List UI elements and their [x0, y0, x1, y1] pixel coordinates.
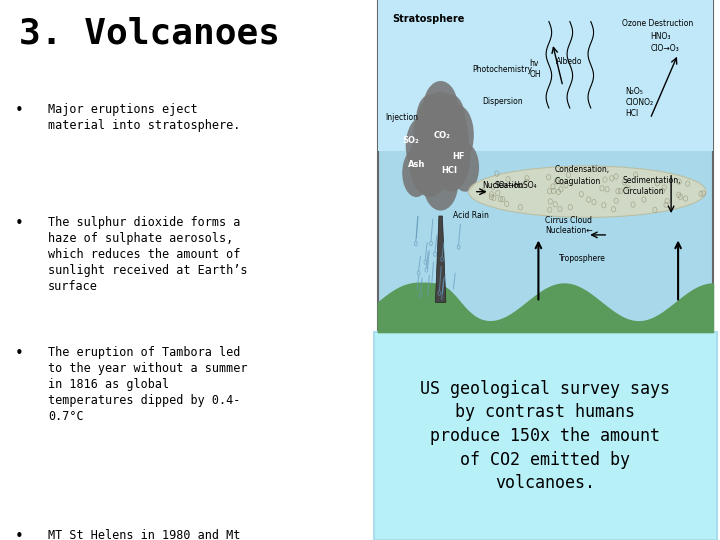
Ellipse shape [442, 105, 474, 165]
Ellipse shape [413, 92, 469, 189]
Text: HNO₃: HNO₃ [650, 32, 670, 42]
Text: The sulphur dioxide forms a
haze of sulphate aerosols,
which reduces the amount : The sulphur dioxide forms a haze of sulp… [48, 216, 248, 293]
Ellipse shape [406, 116, 441, 176]
Text: Condensation,: Condensation, [554, 165, 609, 174]
Text: SO₂→H₂SO₄: SO₂→H₂SO₄ [495, 181, 537, 190]
Text: •: • [15, 103, 24, 118]
Text: Photochemistry: Photochemistry [472, 65, 532, 74]
Text: •: • [15, 216, 24, 231]
Text: Stratosphere: Stratosphere [392, 14, 464, 24]
Text: CO₂: CO₂ [434, 131, 451, 139]
Text: •: • [15, 529, 24, 540]
FancyBboxPatch shape [374, 332, 716, 540]
Ellipse shape [402, 148, 430, 197]
Ellipse shape [409, 127, 451, 197]
Text: Troposphere: Troposphere [559, 254, 606, 263]
Text: Albedo: Albedo [556, 57, 582, 66]
Text: Cirrus Cloud: Cirrus Cloud [546, 216, 593, 225]
Polygon shape [436, 216, 446, 302]
Text: 3. Volcanoes: 3. Volcanoes [19, 16, 279, 50]
Text: Dispersion: Dispersion [482, 97, 523, 106]
Text: HCl: HCl [626, 109, 639, 118]
Text: US geological survey says
by contrast humans
produce 150x the amount
of CO2 emit: US geological survey says by contrast hu… [420, 380, 670, 492]
Text: Circulation: Circulation [622, 187, 664, 197]
Text: HF: HF [452, 152, 464, 161]
Text: Sedimentation,: Sedimentation, [622, 176, 680, 185]
Text: The eruption of Tambora led
to the year without a summer
in 1816 as global
tempe: The eruption of Tambora led to the year … [48, 346, 248, 423]
Text: Nucleation: Nucleation [482, 181, 523, 190]
Ellipse shape [451, 143, 479, 192]
FancyBboxPatch shape [378, 0, 713, 332]
Ellipse shape [416, 94, 444, 143]
Text: Ash: Ash [408, 160, 425, 169]
Text: Coagulation: Coagulation [554, 177, 600, 186]
Text: Ozone Destruction: Ozone Destruction [622, 19, 693, 28]
Text: Nucleation←: Nucleation← [546, 226, 593, 235]
Text: ClONO₂: ClONO₂ [626, 98, 654, 107]
Ellipse shape [423, 157, 458, 211]
Ellipse shape [469, 166, 706, 217]
Text: hv: hv [530, 59, 539, 69]
Text: HCl: HCl [441, 166, 457, 174]
Text: N₂O₅: N₂O₅ [626, 87, 644, 97]
Ellipse shape [423, 81, 458, 135]
Text: Major eruptions eject
material into stratosphere.: Major eruptions eject material into stra… [48, 103, 240, 132]
Text: Injection: Injection [384, 113, 418, 123]
Text: OH: OH [530, 70, 541, 79]
Text: SO₂: SO₂ [402, 136, 419, 145]
FancyBboxPatch shape [378, 0, 713, 151]
Text: Acid Rain: Acid Rain [453, 211, 489, 220]
Text: •: • [15, 346, 24, 361]
Ellipse shape [432, 122, 470, 192]
Text: ClO→O₃: ClO→O₃ [650, 44, 679, 53]
Text: MT St Helens in 1980 and Mt
Pinatubo in 1991 released
huge quantities of volcani: MT St Helens in 1980 and Mt Pinatubo in … [48, 529, 248, 540]
Ellipse shape [437, 94, 465, 143]
